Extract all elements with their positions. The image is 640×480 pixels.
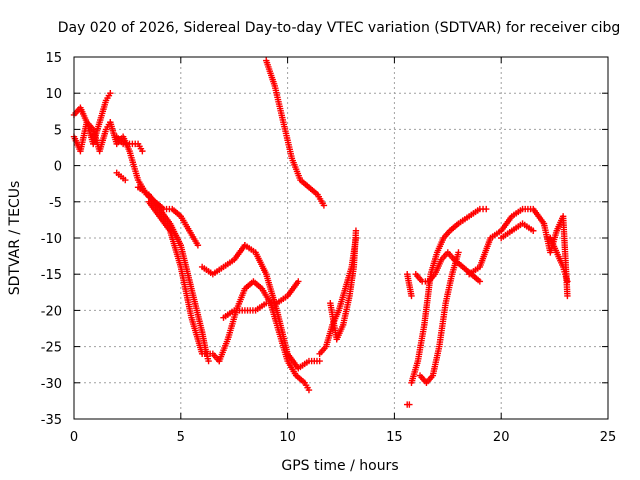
series-arc-w (547, 234, 571, 285)
series-arc-s (416, 249, 462, 386)
series-arc-p (404, 271, 415, 300)
data-point (476, 278, 484, 285)
x-tick-label: 0 (70, 430, 78, 445)
x-tick-labels: 0 5 10 15 20 25 (70, 430, 616, 445)
series-arc-d (113, 133, 146, 155)
data-point (107, 90, 114, 97)
grid-lines (74, 57, 608, 419)
series-arc-h (198, 242, 249, 278)
y-tick-label: 5 (54, 123, 62, 138)
data-point (352, 227, 360, 234)
data-point (295, 278, 302, 285)
series-arc-o (404, 401, 413, 408)
data-point (408, 292, 415, 300)
y-tick-label: -30 (41, 377, 62, 392)
y-tick-label: -35 (41, 413, 62, 428)
series-arc-n (327, 227, 360, 343)
data-point (455, 249, 462, 256)
axis-ticks (73, 56, 609, 420)
data-point (530, 227, 537, 234)
data-point (305, 386, 313, 394)
series-arc-k (241, 242, 323, 372)
y-axis-label: SDTVAR / TECUs (7, 181, 23, 296)
chart-title: Day 020 of 2026, Sidereal Day-to-day VTE… (58, 20, 621, 36)
series-arc-b (70, 118, 114, 155)
data-point (483, 205, 490, 213)
y-tick-label: -25 (41, 341, 62, 356)
series-arc-g (145, 198, 223, 365)
x-tick-label: 15 (386, 430, 403, 445)
y-tick-labels: -35 -30 -25 -20 -15 -10 -5 0 5 10 15 (41, 51, 62, 428)
y-tick-label: 10 (45, 87, 62, 102)
data-point (564, 292, 571, 300)
series-arc-i (216, 278, 313, 394)
series-arc-e (113, 169, 129, 184)
series-arc-j (220, 278, 302, 321)
data-point (122, 176, 129, 184)
data-point (564, 278, 571, 285)
y-tick-label: 15 (45, 51, 62, 66)
x-tick-label: 5 (177, 430, 185, 445)
x-tick-label: 25 (600, 430, 617, 445)
y-tick-label: -15 (41, 268, 62, 283)
x-tick-label: 20 (493, 430, 510, 445)
y-tick-label: 0 (54, 160, 62, 175)
data-points (70, 57, 571, 408)
data-point (205, 357, 212, 365)
data-point (320, 202, 328, 209)
y-tick-label: -5 (49, 196, 62, 211)
data-point (194, 242, 202, 249)
series-arc-u (498, 220, 537, 242)
data-point (316, 357, 323, 365)
series-arc-r (412, 249, 484, 285)
y-tick-label: -20 (41, 304, 62, 319)
y-tick-label: -10 (41, 232, 62, 247)
data-point (139, 147, 146, 155)
series-arc-l (263, 57, 328, 209)
series-arc-t (465, 205, 548, 278)
x-axis-label: GPS time / hours (281, 458, 398, 474)
data-point (406, 401, 413, 408)
x-tick-label: 10 (279, 430, 296, 445)
